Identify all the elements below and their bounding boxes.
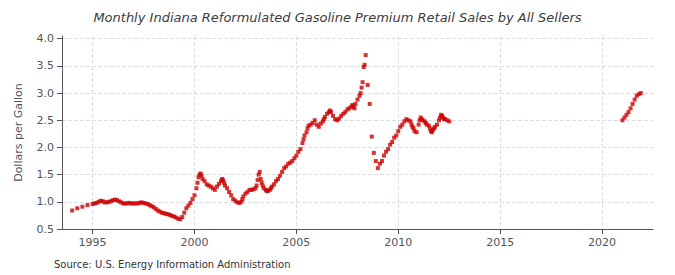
svg-text:4.0: 4.0 xyxy=(37,32,55,45)
svg-text:1.5: 1.5 xyxy=(37,168,55,181)
svg-text:Dollars per Gallon: Dollars per Gallon xyxy=(12,83,25,182)
svg-text:0.5: 0.5 xyxy=(37,223,55,236)
svg-text:2.5: 2.5 xyxy=(37,114,55,127)
svg-text:2010: 2010 xyxy=(384,236,412,249)
svg-text:2015: 2015 xyxy=(486,236,514,249)
svg-text:Monthly Indiana Reformulated G: Monthly Indiana Reformulated Gasoline Pr… xyxy=(93,10,581,25)
svg-text:2005: 2005 xyxy=(282,236,310,249)
svg-text:2.0: 2.0 xyxy=(37,141,55,154)
svg-text:3.0: 3.0 xyxy=(37,87,55,100)
svg-text:3.5: 3.5 xyxy=(37,59,55,72)
svg-text:2020: 2020 xyxy=(588,236,616,249)
svg-text:1995: 1995 xyxy=(79,236,107,249)
svg-text:Source: U.S. Energy Informatio: Source: U.S. Energy Information Administ… xyxy=(54,259,291,270)
svg-text:1.0: 1.0 xyxy=(37,195,55,208)
svg-text:2000: 2000 xyxy=(180,236,208,249)
